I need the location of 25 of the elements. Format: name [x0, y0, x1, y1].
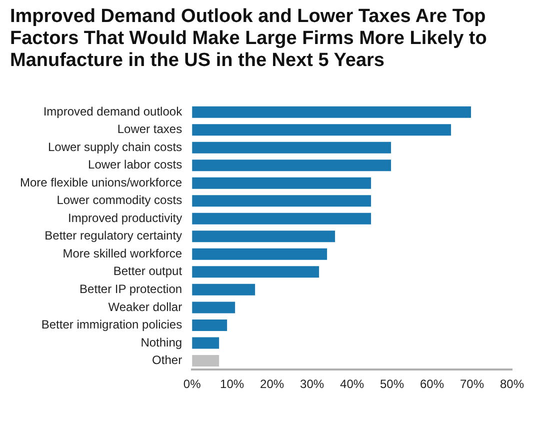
x-tick-label: 80%: [500, 377, 524, 392]
x-tick-label: 0%: [183, 377, 202, 392]
x-tick-label: 40%: [340, 377, 364, 392]
y-tick-label: More skilled workforce: [62, 246, 182, 260]
y-tick-label: Lower labor costs: [88, 158, 182, 172]
y-tick-label: Lower supply chain costs: [48, 140, 182, 154]
y-tick-label: Lower taxes: [117, 122, 182, 136]
y-tick-label: More flexible unions/workforce: [20, 175, 182, 190]
x-tick-label: 30%: [300, 377, 324, 392]
y-tick-label: Lower commodity costs: [56, 193, 182, 208]
y-tick-label: Weaker dollar: [108, 300, 182, 314]
y-tick-label: Improved productivity: [68, 210, 182, 225]
y-tick-label: Better output: [113, 264, 183, 278]
y-tick-label: Nothing: [140, 335, 182, 350]
x-tick-label: 70%: [460, 377, 484, 392]
x-tick-label: 10%: [220, 377, 244, 392]
y-tick-label: Improved demand outlook: [43, 104, 184, 118]
x-tick-label: 50%: [380, 377, 404, 392]
y-tick-label: Better immigration policies: [41, 318, 182, 332]
y-tick-label: Better IP protection: [80, 282, 182, 296]
y-tick-label: Other: [152, 353, 182, 368]
x-tick-label: 60%: [420, 377, 444, 392]
x-tick-label: 20%: [260, 377, 284, 392]
y-tick-label: Better regulatory certainty: [44, 228, 182, 243]
chart-title: Improved Demand Outlook and Lower Taxes Are Top Factors That Would Make Large Firms More Likely to Manufacture in the US in the Next 5 Years: [10, 6, 488, 72]
